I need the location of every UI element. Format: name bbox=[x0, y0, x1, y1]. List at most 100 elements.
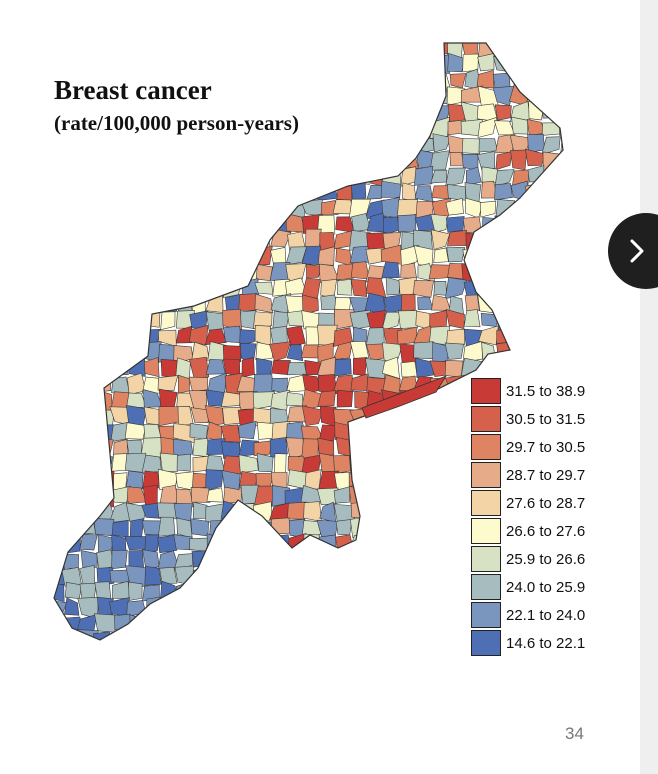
county-cell bbox=[221, 199, 242, 218]
county-cell bbox=[176, 43, 196, 58]
county-cell bbox=[365, 71, 386, 90]
county-cell bbox=[156, 87, 175, 105]
county-cell bbox=[222, 648, 242, 667]
county-cell bbox=[350, 647, 367, 661]
county-cell bbox=[560, 230, 563, 251]
county-cell bbox=[335, 247, 353, 267]
county-cell bbox=[175, 215, 196, 234]
county-cell bbox=[221, 549, 242, 568]
county-cell bbox=[558, 358, 563, 379]
county-cell bbox=[256, 453, 274, 473]
county-cell bbox=[368, 87, 387, 108]
county-cell bbox=[110, 43, 130, 55]
county-cell bbox=[365, 533, 387, 555]
county-cell bbox=[269, 43, 287, 58]
county-cell bbox=[269, 596, 290, 616]
county-cell bbox=[271, 548, 290, 571]
county-cell bbox=[349, 597, 372, 615]
county-cell bbox=[414, 440, 430, 460]
county-cell bbox=[413, 552, 435, 571]
county-cell bbox=[447, 52, 467, 73]
county-cell bbox=[188, 356, 210, 379]
county-cell bbox=[415, 581, 436, 602]
county-cell bbox=[270, 615, 290, 634]
county-cell bbox=[268, 181, 288, 204]
county-cell bbox=[300, 630, 323, 640]
county-cell bbox=[78, 53, 97, 74]
county-cell bbox=[461, 138, 481, 155]
county-cell bbox=[54, 215, 66, 233]
county-cell bbox=[414, 70, 433, 89]
county-cell bbox=[81, 425, 98, 441]
county-cell bbox=[253, 613, 273, 635]
county-cell bbox=[380, 180, 402, 198]
county-cell bbox=[286, 43, 305, 59]
county-cell bbox=[556, 215, 563, 231]
county-cell bbox=[319, 501, 337, 523]
county-cell bbox=[142, 101, 164, 121]
county-cell bbox=[61, 116, 81, 140]
county-cell bbox=[238, 454, 259, 474]
county-cell bbox=[382, 517, 403, 539]
county-cell bbox=[559, 116, 563, 138]
county-cell bbox=[220, 500, 243, 520]
county-cell bbox=[385, 276, 401, 296]
county-cell bbox=[94, 132, 113, 155]
county-cell bbox=[428, 503, 452, 524]
county-cell bbox=[397, 612, 414, 635]
county-cell bbox=[222, 213, 243, 235]
county-cell bbox=[447, 184, 467, 201]
county-cell bbox=[220, 424, 241, 443]
county-cell bbox=[175, 649, 190, 667]
county-cell bbox=[477, 151, 496, 171]
county-cell bbox=[109, 264, 130, 281]
county-cell bbox=[190, 120, 210, 138]
county-cell bbox=[509, 247, 528, 268]
county-cell bbox=[432, 133, 452, 153]
county-cell bbox=[445, 216, 465, 233]
county-cell bbox=[109, 569, 131, 583]
county-cell bbox=[350, 583, 370, 604]
county-cell bbox=[125, 230, 145, 250]
county-cell bbox=[527, 231, 546, 249]
county-cell bbox=[109, 197, 131, 218]
county-cell bbox=[479, 200, 497, 218]
county-cell bbox=[255, 151, 276, 167]
county-cell bbox=[160, 198, 176, 218]
county-cell bbox=[319, 598, 339, 617]
county-cell bbox=[319, 87, 338, 107]
county-cell bbox=[54, 517, 65, 535]
county-cell bbox=[271, 70, 289, 90]
county-cell bbox=[524, 148, 547, 166]
county-cell bbox=[402, 182, 417, 203]
county-cell bbox=[270, 646, 289, 662]
county-cell bbox=[317, 390, 336, 407]
county-cell bbox=[54, 117, 67, 137]
county-cell bbox=[255, 245, 273, 266]
county-cell bbox=[129, 614, 144, 635]
county-cell bbox=[541, 101, 563, 119]
county-cell bbox=[146, 646, 162, 664]
county-cell bbox=[317, 118, 336, 138]
legend-label: 30.5 to 31.5 bbox=[506, 410, 586, 428]
county-cell bbox=[366, 149, 386, 170]
county-cell bbox=[96, 436, 114, 460]
county-cell bbox=[399, 71, 419, 91]
legend-item: 26.6 to 27.6 bbox=[471, 517, 621, 545]
county-cell bbox=[54, 181, 64, 203]
county-cell bbox=[159, 566, 178, 585]
county-cell bbox=[64, 597, 80, 616]
legend-label: 26.6 to 27.6 bbox=[506, 522, 586, 540]
county-cell bbox=[447, 229, 467, 246]
county-cell bbox=[207, 149, 224, 168]
county-cell bbox=[304, 149, 323, 168]
county-cell bbox=[319, 149, 338, 171]
county-cell bbox=[220, 391, 242, 408]
legend-label: 27.6 to 28.7 bbox=[506, 494, 586, 512]
county-cell bbox=[413, 421, 435, 442]
county-cell bbox=[238, 631, 257, 640]
legend-label: 28.7 to 29.7 bbox=[506, 466, 586, 484]
county-cell bbox=[239, 329, 258, 347]
county-cell bbox=[285, 581, 307, 601]
county-cell bbox=[77, 501, 97, 523]
